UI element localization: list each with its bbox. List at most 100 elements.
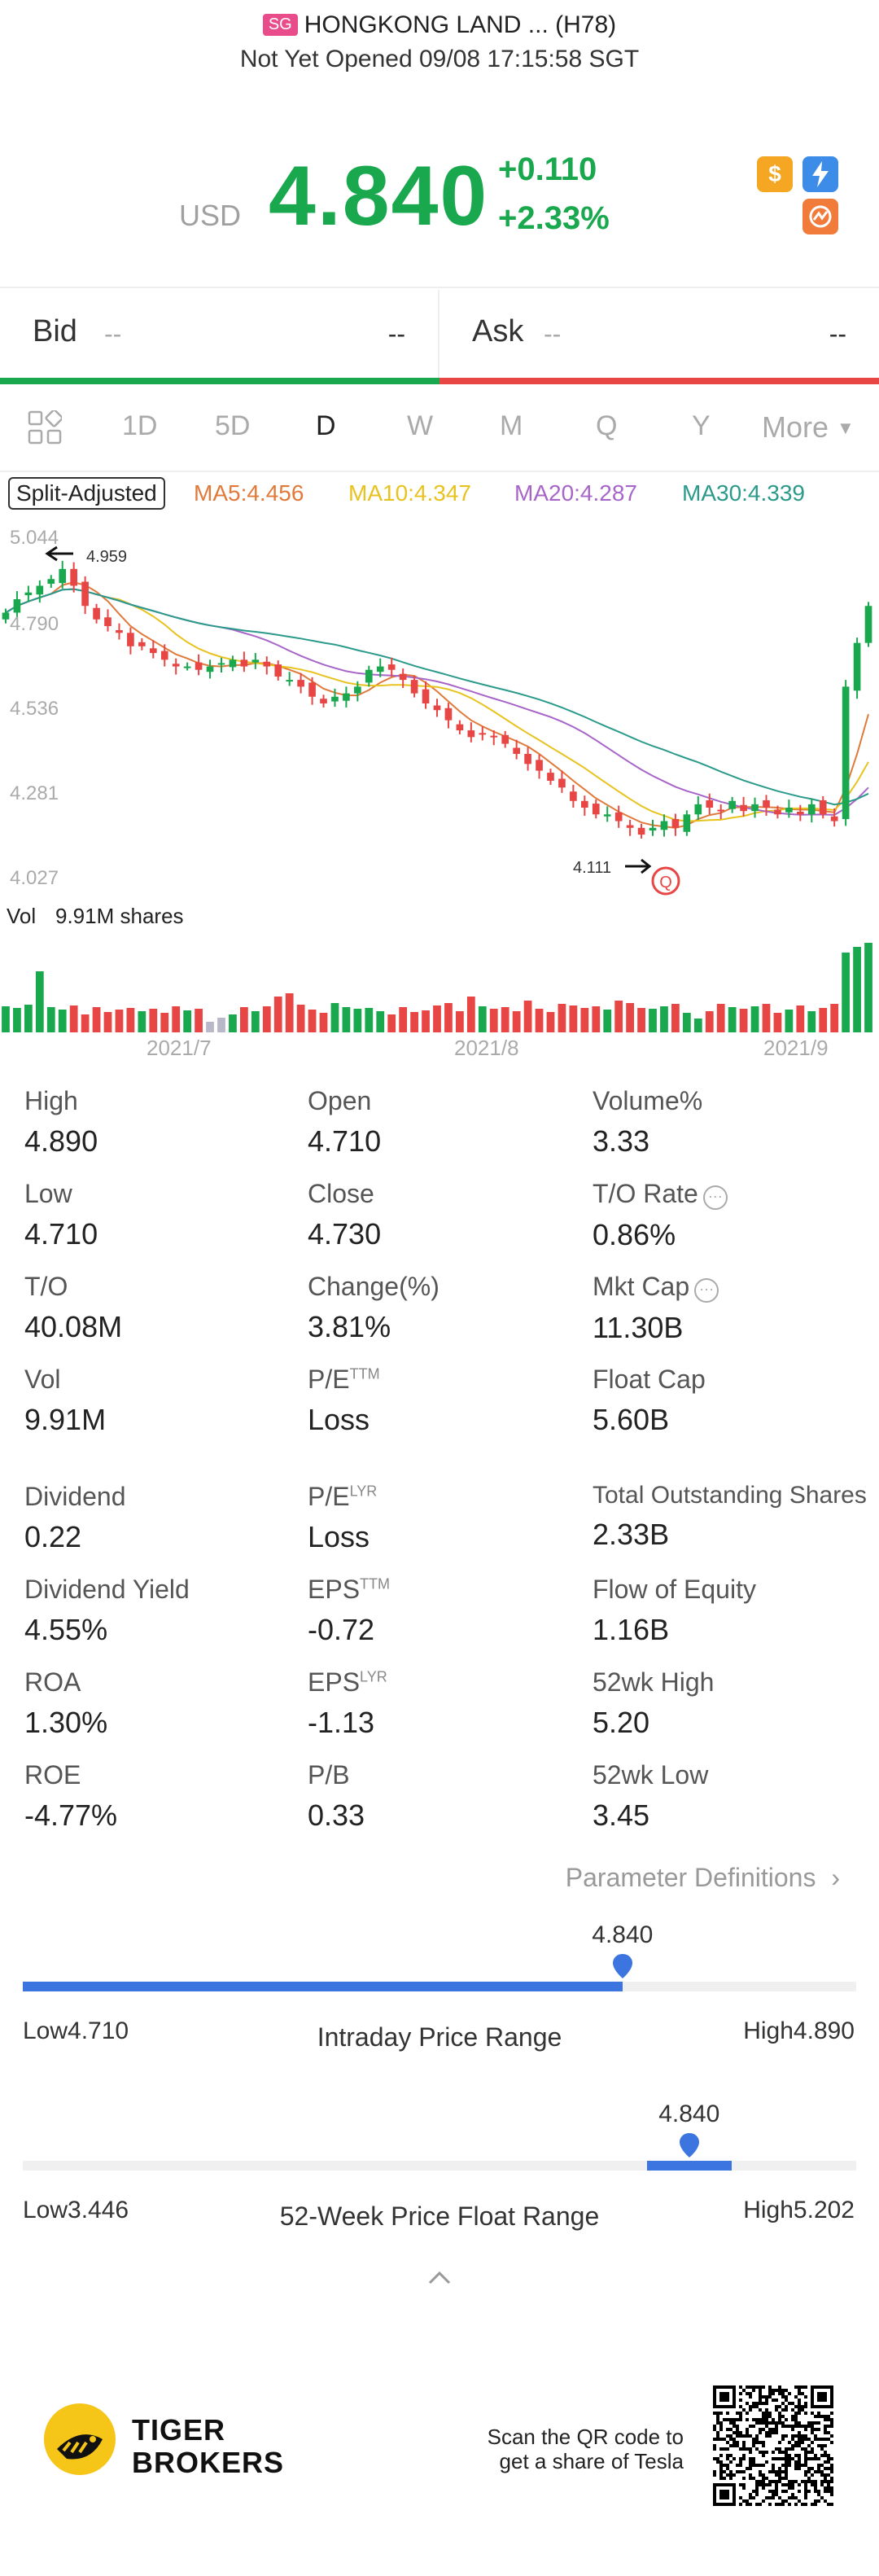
y-tick-label: 4.281 xyxy=(10,782,59,804)
volume-label: Vol xyxy=(7,904,36,928)
stat-value: 4.55% xyxy=(24,1613,108,1646)
candle xyxy=(456,724,464,731)
candle xyxy=(626,825,634,828)
volume-bar xyxy=(535,1009,544,1032)
ma-line-5 xyxy=(5,581,869,829)
intraday-fill xyxy=(23,1982,623,1991)
ma20-label: MA20:4.287 xyxy=(514,480,637,506)
candle xyxy=(286,680,293,682)
candle xyxy=(444,708,453,721)
ask-section[interactable]: Ask -- -- xyxy=(440,290,879,384)
candle xyxy=(536,760,543,771)
stat-value: 4.710 xyxy=(24,1217,98,1251)
bid-bar xyxy=(0,378,440,384)
tab-q[interactable]: Q xyxy=(596,410,618,441)
volume-bar xyxy=(785,1010,794,1032)
volume-bar xyxy=(750,1006,759,1032)
tab-y[interactable]: Y xyxy=(692,410,711,441)
quote-panel: USD 4.840 +0.110 +2.33% $ xyxy=(0,138,879,252)
candle xyxy=(524,753,531,764)
candle xyxy=(558,778,566,788)
tab-w[interactable]: W xyxy=(407,410,434,441)
stat-label: Dividend xyxy=(24,1482,126,1511)
candle xyxy=(842,686,850,820)
currency-label: USD xyxy=(179,199,242,232)
bid-price: -- xyxy=(104,319,122,348)
candle xyxy=(740,804,747,812)
x-tick-label: 2021/8 xyxy=(454,1036,519,1060)
y-tick-label: 4.536 xyxy=(10,698,59,720)
volume-bar xyxy=(24,1005,33,1032)
stat-52wk-high: 52wk High 5.20 xyxy=(593,1667,714,1740)
qr-code-icon[interactable] xyxy=(713,2385,833,2506)
tab-1d[interactable]: 1D xyxy=(122,410,158,441)
volume-bar xyxy=(273,997,282,1032)
volume-bar xyxy=(614,1001,623,1032)
stat-to-rate[interactable]: T/O Rate ··· 0.86% xyxy=(593,1179,728,1252)
candle xyxy=(603,814,611,817)
moving-average-legend: Split-Adjusted MA5:4.456 MA10:4.347 MA20… xyxy=(0,475,879,513)
dollar-icon[interactable]: $ xyxy=(757,156,793,192)
volume-bar xyxy=(342,1007,351,1032)
volume-bar xyxy=(830,1004,839,1032)
stat-label: T/O Rate xyxy=(593,1179,698,1208)
volume-bar xyxy=(46,1007,55,1032)
q-event-label: Q xyxy=(659,874,672,892)
stat-value: 9.91M xyxy=(24,1403,107,1436)
options-icon[interactable] xyxy=(802,199,838,234)
layout-grid-icon[interactable] xyxy=(28,410,62,445)
volume-bar xyxy=(569,1005,578,1032)
volume-bar xyxy=(92,1007,101,1032)
info-icon[interactable]: ··· xyxy=(694,1278,719,1303)
info-icon[interactable]: ··· xyxy=(702,1185,728,1210)
stat-label: P/E xyxy=(308,1365,350,1394)
volume-bar xyxy=(160,1013,169,1032)
flash-order-icon[interactable] xyxy=(802,156,838,192)
x-axis: 2021/7 2021/8 2021/9 xyxy=(0,1032,879,1065)
tab-5d[interactable]: 5D xyxy=(215,410,251,441)
high-arrow-icon xyxy=(45,545,73,562)
period-tabs: 1D 5D D W M Q Y More ▼ xyxy=(0,384,879,471)
candle xyxy=(127,633,134,646)
candle xyxy=(81,581,89,607)
volume-bar xyxy=(716,1004,725,1032)
stat-eps-lyr: EPSLYR -1.13 xyxy=(308,1667,387,1740)
caret-down-icon: ▼ xyxy=(837,418,855,438)
split-adjusted-toggle[interactable]: Split-Adjusted xyxy=(8,477,165,510)
tab-d[interactable]: D xyxy=(316,410,336,441)
location-pin-icon xyxy=(680,2133,700,2158)
kline-chart[interactable]: 5.044 4.790 4.536 4.281 4.027 4.959 4.11… xyxy=(0,521,879,1042)
candle xyxy=(479,733,487,735)
tab-more[interactable]: More ▼ xyxy=(762,410,855,445)
volume-bar xyxy=(626,1003,634,1032)
x-tick-label: 2021/9 xyxy=(763,1036,829,1060)
volume-bar xyxy=(149,1009,158,1032)
candle xyxy=(70,568,77,586)
chevron-up-icon[interactable] xyxy=(423,2265,456,2289)
tab-m[interactable]: M xyxy=(500,410,523,441)
stat-mkt-cap[interactable]: Mkt Cap ··· 11.30B xyxy=(593,1272,719,1345)
volume-bar xyxy=(81,1014,90,1032)
stat-superscript: TTM xyxy=(360,1575,391,1592)
stat-value: -0.72 xyxy=(308,1613,375,1646)
q-event-icon[interactable] xyxy=(651,866,680,896)
stat-vol: Vol 9.91M xyxy=(24,1365,106,1437)
intraday-track xyxy=(23,1982,856,1991)
candle xyxy=(365,669,373,683)
candle xyxy=(149,648,157,654)
candle xyxy=(614,812,623,821)
volume-bar xyxy=(183,1010,192,1032)
volume-value: 9.91M shares xyxy=(55,904,184,928)
bid-section[interactable]: Bid -- -- xyxy=(0,290,440,384)
ask-label: Ask xyxy=(472,314,524,348)
price-change-pct: +2.33% xyxy=(498,200,610,236)
volume-bar xyxy=(229,1014,237,1032)
stat-value: 3.81% xyxy=(308,1310,391,1343)
week52-current-value: 4.840 xyxy=(658,2101,720,2127)
volume-bar xyxy=(739,1009,748,1032)
candle xyxy=(410,680,418,694)
parameter-definitions-link[interactable]: Parameter Definitions › xyxy=(566,1863,840,1893)
volume-bar xyxy=(864,943,872,1032)
more-label: More xyxy=(762,410,829,444)
stock-title[interactable]: SG HONGKONG LAND ... (H78) xyxy=(0,11,879,39)
